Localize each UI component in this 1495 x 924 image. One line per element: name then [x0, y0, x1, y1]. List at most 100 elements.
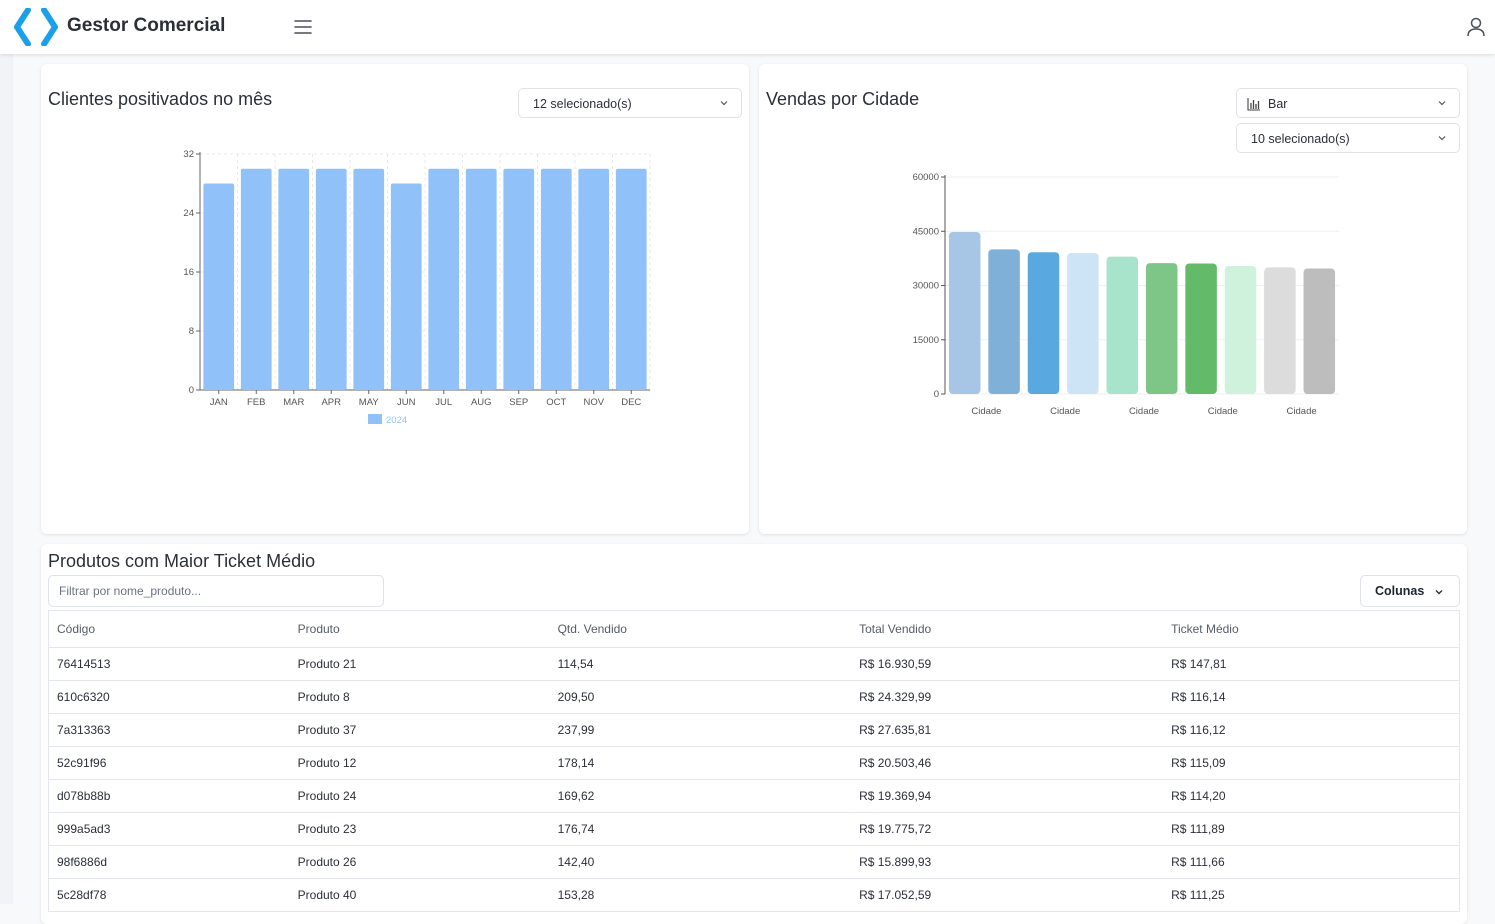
clientes-card: Clientes positivados no mês 12 seleciona…	[41, 64, 749, 534]
x-tick-label: Cidade	[1129, 406, 1159, 417]
cell-total-vendido: R$ 20.503,46	[851, 746, 1164, 780]
y-tick-label: 16	[183, 267, 194, 278]
header-ticket-medio[interactable]: Ticket Médio	[1163, 610, 1460, 648]
table-row[interactable]: 5c28df78 Produto 40 153,28 R$ 17.052,59 R$ 1…	[48, 878, 1460, 912]
table-row[interactable]: 7a313363 Produto 37 237,99 R$ 27.635,81 R$ 1…	[48, 713, 1460, 747]
months-select[interactable]: 12 selecionado(s)	[518, 88, 742, 118]
top-bar: Gestor Comercial	[0, 0, 1495, 54]
bar	[1224, 265, 1257, 394]
legend-swatch	[368, 414, 382, 424]
bar	[240, 168, 272, 390]
legend-label: 2024	[386, 415, 407, 426]
chevron-down-icon	[1438, 101, 1446, 106]
cell-qtd-vendido: 237,99	[549, 713, 852, 747]
cell-ticket-medio: R$ 114,20	[1163, 779, 1460, 813]
vendas-card: Vendas por Cidade Bar 10 selecionado(s) …	[759, 64, 1467, 534]
table-row[interactable]: 76414513 Produto 21 114,54 R$ 16.930,59 R$ 1…	[48, 647, 1460, 681]
table-row[interactable]: 52c91f96 Produto 12 178,14 R$ 20.503,46 R$ 1…	[48, 746, 1460, 780]
header-total-vendido[interactable]: Total Vendido	[851, 610, 1164, 648]
y-tick-label: 0	[189, 385, 194, 396]
cell-produto: Produto 26	[289, 845, 550, 879]
x-tick-label: JUL	[435, 397, 452, 408]
x-tick-label: JAN	[210, 397, 228, 408]
bar	[1067, 252, 1099, 394]
bar	[428, 168, 460, 390]
cell-qtd-vendido: 209,50	[549, 680, 852, 714]
bar	[615, 168, 647, 390]
bar	[203, 183, 235, 390]
bar	[390, 183, 422, 390]
cell-ticket-medio: R$ 111,25	[1163, 878, 1460, 912]
table-row[interactable]: 999a5ad3 Produto 23 176,74 R$ 19.775,72 R$ 1…	[48, 812, 1460, 846]
months-select-label: 12 selecionado(s)	[533, 97, 632, 111]
bar	[465, 168, 497, 390]
bar	[1303, 268, 1336, 394]
cell-codigo: 7a313363	[48, 713, 290, 747]
table-row[interactable]: d078b88b Produto 24 169,62 R$ 19.369,94 R$ 1…	[48, 779, 1460, 813]
cell-codigo: 52c91f96	[48, 746, 290, 780]
cell-ticket-medio: R$ 116,14	[1163, 680, 1460, 714]
x-tick-label: JUN	[397, 397, 416, 408]
x-tick-label: APR	[321, 397, 341, 408]
columns-button[interactable]: Colunas	[1360, 575, 1460, 607]
header-qtd-vendido[interactable]: Qtd. Vendido	[549, 610, 852, 648]
header-codigo[interactable]: Código	[48, 610, 290, 648]
cell-produto: Produto 12	[289, 746, 550, 780]
table-row[interactable]: 98f6886d Produto 26 142,40 R$ 15.899,93 R$ 1…	[48, 845, 1460, 879]
x-tick-label: DEC	[621, 397, 641, 408]
cell-qtd-vendido: 153,28	[549, 878, 852, 912]
cell-produto: Produto 24	[289, 779, 550, 813]
cell-qtd-vendido: 169,62	[549, 779, 852, 813]
bar	[988, 249, 1020, 394]
cell-total-vendido: R$ 19.369,94	[851, 779, 1164, 813]
cell-qtd-vendido: 142,40	[549, 845, 852, 879]
cell-produto: Produto 8	[289, 680, 550, 714]
cell-codigo: 98f6886d	[48, 845, 290, 879]
bar	[540, 168, 572, 390]
bar	[948, 231, 981, 394]
products-table: Código Produto Qtd. Vendido Total Vendid…	[48, 610, 1460, 912]
cell-produto: Produto 37	[289, 713, 550, 747]
y-tick-label: 30000	[913, 281, 939, 292]
cell-codigo: 5c28df78	[48, 878, 290, 912]
x-tick-label: MAY	[359, 397, 380, 408]
table-row[interactable]: 610c6320 Produto 8 209,50 R$ 24.329,99 R$ 11…	[48, 680, 1460, 714]
x-tick-label: Cidade	[1050, 406, 1080, 417]
cell-total-vendido: R$ 17.052,59	[851, 878, 1164, 912]
columns-button-label: Colunas	[1375, 584, 1425, 598]
cities-select-label: 10 selecionado(s)	[1251, 132, 1350, 146]
y-tick-label: 60000	[913, 172, 939, 183]
table-body: 76414513 Produto 21 114,54 R$ 16.930,59 R$ 1…	[48, 647, 1460, 912]
app-logo-icon	[14, 8, 58, 46]
chevron-down-icon	[1435, 590, 1443, 595]
bar	[1106, 256, 1139, 394]
bar	[1145, 263, 1178, 394]
cities-select[interactable]: 10 selecionado(s)	[1236, 123, 1460, 153]
chevron-down-icon	[1438, 136, 1446, 141]
bar	[1185, 263, 1217, 394]
y-tick-label: 15000	[913, 335, 939, 346]
cell-ticket-medio: R$ 111,89	[1163, 812, 1460, 846]
clientes-title: Clientes positivados no mês	[48, 89, 273, 109]
product-filter-input[interactable]	[48, 575, 384, 607]
user-icon[interactable]	[1464, 15, 1488, 39]
produtos-title: Produtos com Maior Ticket Médio	[48, 551, 316, 571]
vendas-chart: 0 15000 30000 45000 60000 Cidade Cidade Cidade C…	[913, 172, 1339, 417]
y-tick-label: 32	[183, 149, 194, 160]
clientes-chart: 0 8 16 24 32 JAN FEB MAR APR MAY JUN JUL AUG SEP OCT NO…	[183, 149, 651, 426]
cell-total-vendido: R$ 24.329,99	[851, 680, 1164, 714]
bar	[1264, 267, 1296, 394]
cell-qtd-vendido: 176,74	[549, 812, 852, 846]
y-tick-label: 8	[189, 326, 194, 337]
cell-ticket-medio: R$ 115,09	[1163, 746, 1460, 780]
cell-codigo: d078b88b	[48, 779, 290, 813]
y-tick-label: 24	[183, 208, 194, 219]
header-produto[interactable]: Produto	[289, 610, 550, 648]
chart-type-select[interactable]: Bar	[1236, 88, 1460, 118]
cell-total-vendido: R$ 15.899,93	[851, 845, 1164, 879]
x-tick-label: AUG	[471, 397, 492, 408]
left-rail	[0, 54, 13, 904]
cell-produto: Produto 40	[289, 878, 550, 912]
chevron-down-icon	[720, 101, 728, 106]
hamburger-menu-icon[interactable]	[290, 14, 316, 40]
